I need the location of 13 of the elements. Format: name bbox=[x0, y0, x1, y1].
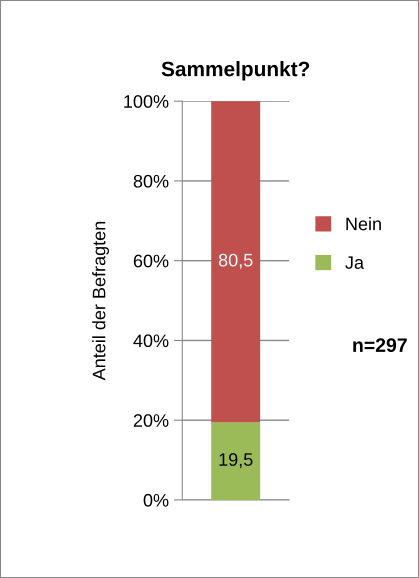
y-tick-label: 80% bbox=[134, 174, 168, 188]
chart-title: Sammelpunkt? bbox=[162, 61, 310, 80]
data-label: 19,5 bbox=[219, 453, 253, 468]
y-axis-title: Anteil der Befragten bbox=[92, 222, 110, 380]
data-label: 80,5 bbox=[218, 254, 253, 269]
text: n=297 bbox=[353, 338, 407, 352]
y-tick-label: 60% bbox=[134, 254, 168, 268]
y-tick-label: 100% bbox=[124, 95, 168, 108]
y-tick-label: 40% bbox=[133, 334, 168, 348]
legend-label: Ja bbox=[345, 256, 364, 269]
legend-label: Nein bbox=[346, 217, 381, 230]
y-tick-label: 0% bbox=[144, 494, 168, 507]
y-tick-label: 20% bbox=[134, 414, 168, 427]
